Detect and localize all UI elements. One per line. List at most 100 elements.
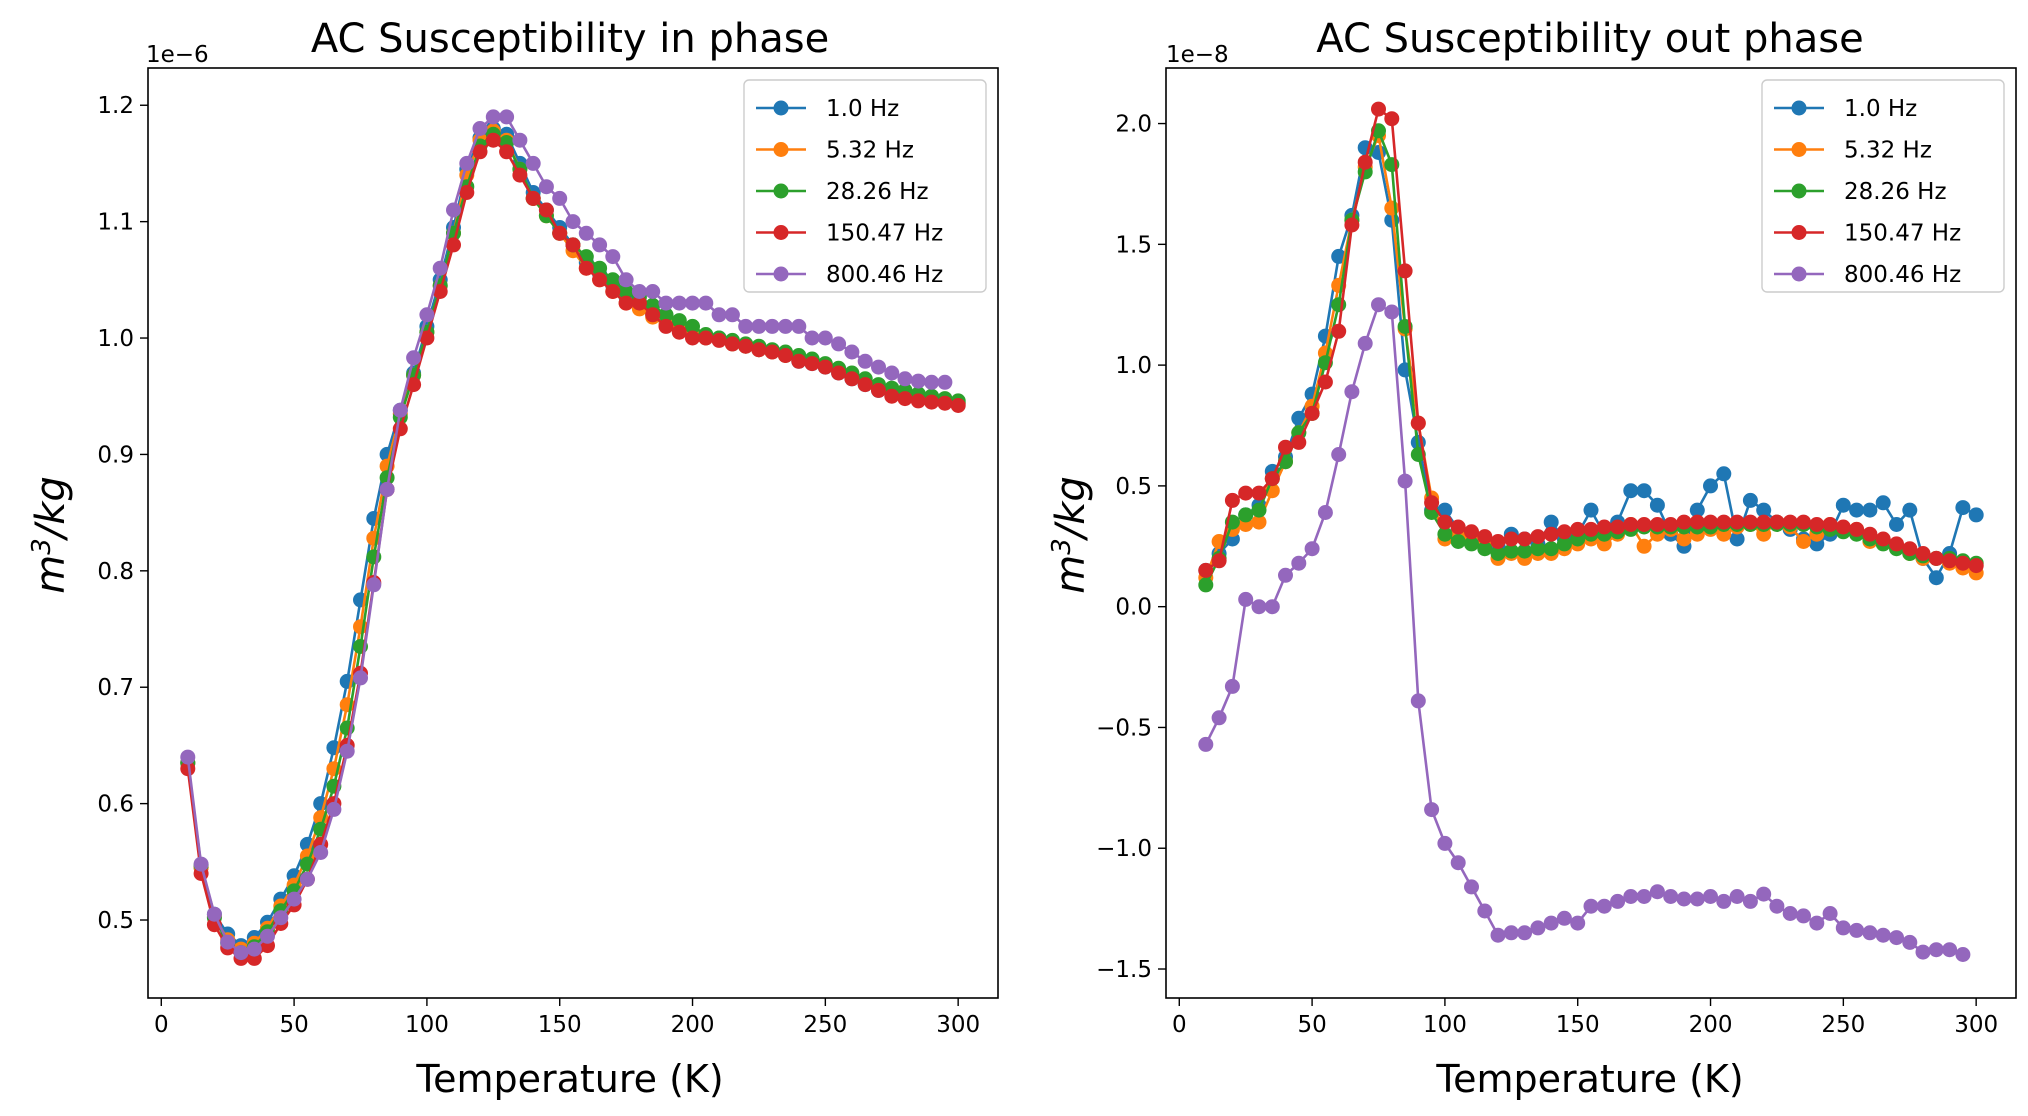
data-point xyxy=(1796,908,1811,924)
data-point xyxy=(817,330,833,346)
y-tick-label: 0.0 xyxy=(1115,595,1152,621)
data-point xyxy=(1397,263,1413,279)
plot-marks xyxy=(1198,101,1984,962)
data-point xyxy=(1344,384,1360,400)
data-point xyxy=(685,295,700,311)
data-point xyxy=(1464,536,1479,552)
data-point xyxy=(1716,466,1732,482)
data-point xyxy=(1424,495,1440,511)
y-tick-label: 1.0 xyxy=(97,326,134,352)
legend-label: 150.47 Hz xyxy=(826,221,943,247)
x-axis-label: Temperature (K) xyxy=(415,1057,723,1101)
out-phase-chart: AC Susceptibility out phase 1e−8 Tempera… xyxy=(1047,16,2017,1101)
data-point xyxy=(1676,531,1692,547)
data-point xyxy=(1556,910,1572,926)
data-point xyxy=(1703,889,1718,904)
data-point xyxy=(1663,889,1679,904)
data-point xyxy=(1291,410,1307,426)
data-point xyxy=(1796,534,1811,549)
data-point xyxy=(1596,519,1612,535)
data-point xyxy=(1623,889,1639,904)
data-point xyxy=(1530,529,1546,545)
data-point xyxy=(871,359,886,375)
data-point xyxy=(1198,577,1214,593)
data-point xyxy=(1610,893,1626,909)
legend-box xyxy=(1761,79,2005,293)
data-point xyxy=(1251,599,1267,615)
data-point xyxy=(1543,541,1559,557)
data-point xyxy=(1384,304,1400,320)
data-point xyxy=(1889,930,1904,946)
data-point xyxy=(1397,473,1413,489)
data-point xyxy=(1968,558,1984,574)
data-point xyxy=(1729,514,1745,530)
data-point xyxy=(1238,507,1254,523)
data-point xyxy=(1371,101,1386,117)
data-point xyxy=(1437,502,1453,518)
x-tick-label: 250 xyxy=(1821,1012,1865,1038)
data-point xyxy=(1437,835,1453,851)
data-point xyxy=(910,373,926,389)
data-point xyxy=(791,353,807,369)
data-point xyxy=(897,391,913,407)
data-point xyxy=(1649,497,1665,513)
data-point xyxy=(406,350,422,366)
data-point xyxy=(299,871,315,887)
data-point xyxy=(1623,517,1639,532)
data-point xyxy=(1490,546,1506,561)
data-point xyxy=(1742,514,1758,530)
data-point xyxy=(485,109,501,125)
data-point xyxy=(1331,447,1347,462)
data-point xyxy=(1583,521,1599,537)
data-point xyxy=(273,910,289,926)
data-point xyxy=(804,330,820,346)
data-point xyxy=(1915,944,1931,960)
data-point xyxy=(711,332,727,348)
legend-marker xyxy=(1791,266,1807,282)
data-point xyxy=(1556,536,1572,552)
data-point xyxy=(1862,526,1878,542)
data-point xyxy=(1477,903,1493,919)
y-tick-label: 0.5 xyxy=(1115,474,1152,500)
data-point xyxy=(1756,514,1772,530)
chart-title: AC Susceptibility in phase xyxy=(311,16,829,62)
data-point xyxy=(618,272,634,288)
data-point xyxy=(1450,855,1466,871)
legend-box xyxy=(743,79,987,293)
data-point xyxy=(552,190,568,206)
data-point xyxy=(592,237,608,253)
data-point xyxy=(1543,514,1559,530)
data-point xyxy=(857,377,873,393)
data-point xyxy=(1769,898,1785,914)
data-point xyxy=(1450,519,1466,535)
data-point xyxy=(1942,553,1958,569)
data-point xyxy=(180,761,196,777)
data-point xyxy=(645,284,661,299)
x-tick-label: 150 xyxy=(538,1012,582,1038)
data-point xyxy=(1517,543,1533,559)
data-point xyxy=(552,225,568,241)
data-point xyxy=(1809,915,1825,931)
data-point xyxy=(1238,591,1254,607)
data-point xyxy=(1835,497,1851,513)
series-800-46-hz xyxy=(1198,297,1971,962)
y-offset-text: 1e−8 xyxy=(1166,42,1229,68)
data-point xyxy=(751,318,767,334)
data-point xyxy=(764,344,780,360)
legend-label: 800.46 Hz xyxy=(1844,262,1961,288)
data-point xyxy=(764,318,780,334)
data-point xyxy=(804,356,820,372)
y-axis-label-sup: 3 xyxy=(27,538,57,555)
y-offset-text: 1e−6 xyxy=(146,42,209,68)
data-point xyxy=(831,365,847,381)
y-tick-label: 1.2 xyxy=(97,93,134,119)
data-point xyxy=(1689,891,1705,907)
data-point xyxy=(1304,541,1320,557)
data-point xyxy=(1530,541,1546,557)
data-point xyxy=(406,377,422,393)
data-point xyxy=(1636,483,1652,499)
data-point xyxy=(1942,942,1958,958)
data-point xyxy=(1304,405,1320,421)
data-point xyxy=(924,394,940,410)
x-tick-label: 300 xyxy=(936,1012,980,1038)
